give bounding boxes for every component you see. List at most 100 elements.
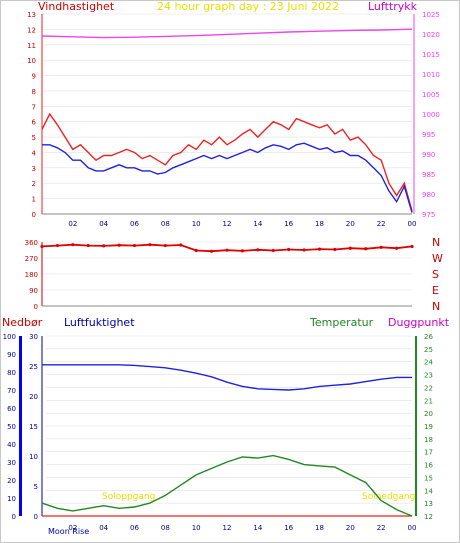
wind-x-tick-label: 06 bbox=[130, 220, 139, 228]
wind-y-tick-label: 6 bbox=[32, 119, 37, 127]
humidity-y-tick-label: 30 bbox=[29, 333, 38, 341]
direction-y-tick-label: 270 bbox=[25, 255, 38, 263]
precip-y-tick-label: 60 bbox=[7, 405, 16, 413]
pressure-y-tick-label: 1010 bbox=[422, 71, 440, 79]
bottom-x-tick-label: 10 bbox=[192, 524, 201, 532]
precip-y-tick-label: 80 bbox=[7, 369, 16, 377]
pressure-y-tick-label: 1020 bbox=[422, 31, 440, 39]
temperature-y-tick-label: 25 bbox=[424, 346, 433, 354]
wind-x-tick-label: 18 bbox=[315, 220, 324, 228]
pressure-y-tick-label: 1015 bbox=[422, 51, 440, 59]
temperature-y-tick-label: 18 bbox=[424, 436, 433, 444]
wind-y-tick-label: 5 bbox=[32, 134, 36, 142]
wind-x-tick-label: 14 bbox=[253, 220, 262, 228]
bottom-x-tick-label: 22 bbox=[377, 524, 386, 532]
bottom-x-tick-label: 00 bbox=[408, 524, 417, 532]
precip-y-tick-label: 50 bbox=[7, 423, 16, 431]
wind-y-tick-label: 10 bbox=[27, 57, 36, 65]
direction-compass-label: N bbox=[432, 300, 440, 313]
chart-title: 24 hour graph day : 23 Juni 2022 bbox=[157, 0, 339, 13]
direction-compass-label: S bbox=[432, 268, 439, 281]
wind-x-tick-label: 04 bbox=[99, 220, 108, 228]
wind-y-tick-label: 2 bbox=[32, 180, 36, 188]
humidity-y-tick-label: 25 bbox=[29, 363, 38, 371]
precip-label: Nedbør bbox=[2, 316, 43, 329]
precip-y-tick-label: 90 bbox=[7, 351, 16, 359]
temperature-y-tick-label: 24 bbox=[424, 359, 433, 367]
direction-y-tick-label: 0 bbox=[34, 303, 38, 311]
bottom-x-tick-label: 04 bbox=[99, 524, 108, 532]
bottom-x-tick-label: 16 bbox=[284, 524, 293, 532]
humidity-y-tick-label: 5 bbox=[34, 483, 38, 491]
pressure-y-tick-label: 1000 bbox=[422, 111, 440, 119]
bottom-x-tick-label: 06 bbox=[130, 524, 139, 532]
humidity-y-tick-label: 10 bbox=[29, 453, 38, 461]
wind-speed-line bbox=[41, 112, 413, 212]
pressure-y-tick-label: 1005 bbox=[422, 91, 440, 99]
bottom-x-tick-label: 20 bbox=[346, 524, 355, 532]
precip-y-tick-label: 30 bbox=[7, 459, 16, 467]
temperature-y-tick-label: 23 bbox=[424, 372, 433, 380]
temperature-y-tick-label: 19 bbox=[424, 423, 433, 431]
temperature-y-tick-label: 15 bbox=[424, 474, 433, 482]
wind-average-line bbox=[42, 142, 413, 213]
wind-y-tick-label: 7 bbox=[32, 103, 36, 111]
humidity-label: Luftfuktighet bbox=[64, 316, 135, 329]
wind-y-tick-label: 0 bbox=[32, 211, 36, 219]
direction-line bbox=[41, 243, 413, 253]
bottom-x-tick-label: 12 bbox=[223, 524, 232, 532]
wind-y-tick-label: 9 bbox=[32, 73, 36, 81]
wind-x-tick-label: 22 bbox=[377, 220, 386, 228]
precip-y-tick-label: 100 bbox=[3, 333, 16, 341]
bottom-x-tick-label: 14 bbox=[253, 524, 262, 532]
bottom-x-tick-label: 18 bbox=[315, 524, 324, 532]
wind-x-tick-label: 12 bbox=[223, 220, 232, 228]
pressure-y-tick-label: 1025 bbox=[422, 11, 440, 19]
temperature-y-tick-label: 17 bbox=[424, 449, 433, 457]
temperature-label: Temperatur bbox=[309, 316, 374, 329]
sunset-annotation: Solnedgang bbox=[362, 492, 415, 502]
humidity-y-tick-label: 0 bbox=[34, 513, 38, 521]
temperature-y-tick-label: 21 bbox=[424, 397, 433, 405]
precip-y-tick-label: 10 bbox=[7, 495, 16, 503]
pressure-y-tick-label: 990 bbox=[422, 151, 435, 159]
pressure-y-tick-label: 975 bbox=[422, 211, 435, 219]
direction-compass-label: W bbox=[432, 252, 443, 265]
wind-x-tick-label: 02 bbox=[68, 220, 77, 228]
temperature-y-tick-label: 22 bbox=[424, 384, 433, 392]
direction-y-tick-label: 180 bbox=[25, 271, 38, 279]
bottom-x-tick-label: 02 bbox=[68, 524, 77, 532]
wind-y-tick-label: 13 bbox=[27, 11, 36, 19]
moon-rise-annotation: Moon Rise bbox=[48, 527, 89, 536]
temperature-y-tick-label: 26 bbox=[424, 333, 433, 341]
humidity-y-tick-label: 15 bbox=[29, 423, 38, 431]
left-wind-label: Vindhastighet bbox=[38, 0, 115, 13]
direction-y-tick-label: 90 bbox=[29, 287, 38, 295]
pressure-y-tick-label: 985 bbox=[422, 171, 435, 179]
wind-x-tick-label: 10 bbox=[192, 220, 201, 228]
wind-y-tick-label: 12 bbox=[27, 26, 36, 34]
sunrise-annotation: Soloppgang bbox=[102, 492, 155, 502]
right-pressure-label: Lufttrykk bbox=[368, 0, 418, 13]
wind-y-tick-label: 8 bbox=[32, 88, 36, 96]
direction-y-tick-label: 360 bbox=[25, 239, 38, 247]
wind-y-tick-label: 11 bbox=[27, 42, 36, 50]
precip-y-tick-label: 0 bbox=[12, 513, 16, 521]
pressure-y-tick-label: 980 bbox=[422, 191, 435, 199]
precip-y-tick-label: 20 bbox=[7, 477, 16, 485]
humidity-line bbox=[42, 364, 412, 391]
temperature-y-tick-label: 20 bbox=[424, 410, 433, 418]
wind-y-tick-label: 4 bbox=[32, 149, 37, 157]
precip-y-axis bbox=[19, 336, 22, 516]
temperature-y-tick-label: 14 bbox=[424, 487, 433, 495]
wind-x-tick-label: 00 bbox=[408, 220, 417, 228]
temperature-line bbox=[41, 454, 413, 517]
humidity-y-tick-label: 20 bbox=[29, 393, 38, 401]
pressure-y-tick-label: 995 bbox=[422, 131, 435, 139]
wind-x-tick-label: 08 bbox=[161, 220, 170, 228]
precip-y-tick-label: 70 bbox=[7, 387, 16, 395]
wind-y-tick-label: 3 bbox=[32, 165, 36, 173]
temperature-y-tick-label: 13 bbox=[424, 500, 433, 508]
direction-compass-label: E bbox=[432, 284, 439, 297]
